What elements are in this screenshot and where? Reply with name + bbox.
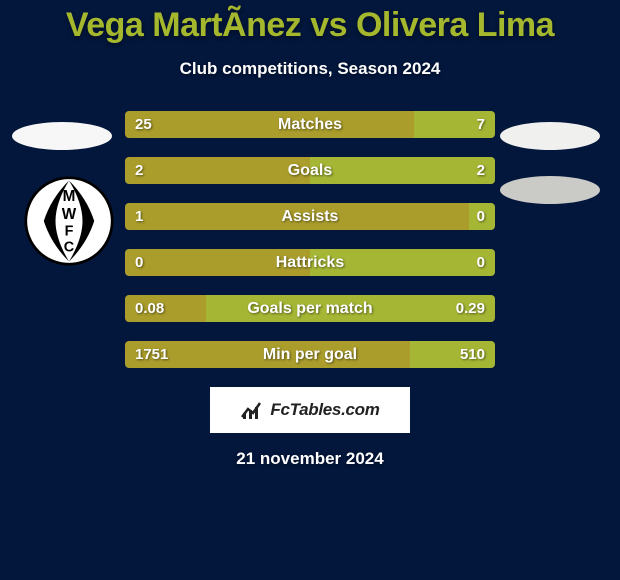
stat-left-bar: 2 [125,157,310,184]
stat-right-bar: 2 [310,157,495,184]
stat-left-value: 0 [125,254,153,271]
stat-right-bar: 7 [414,111,495,138]
stat-right-value: 0.29 [446,300,495,317]
svg-text:C: C [64,240,74,256]
subtitle: Club competitions, Season 2024 [0,59,620,79]
stat-left-value: 1751 [125,346,178,363]
page-title: Vega MartÃ­nez vs Olivera Lima [0,0,620,45]
stat-left-value: 0.08 [125,300,174,317]
svg-text:F: F [65,223,74,239]
stat-row-hattricks: 00Hattricks [125,249,495,276]
svg-text:W: W [62,206,77,223]
stat-right-value: 0 [467,254,495,271]
right-team-ellipse-2 [500,176,600,204]
brand-box: FcTables.com [210,387,410,433]
stat-right-value: 2 [467,162,495,179]
stat-right-bar: 0 [310,249,495,276]
comparison-content: M W F C 257Matches22Goals10Assists00Hatt… [0,111,620,469]
stat-right-bar: 0.29 [206,295,495,322]
stat-right-bar: 0 [469,203,495,230]
stat-right-value: 0 [467,208,495,225]
stat-left-bar: 0 [125,249,310,276]
stat-right-value: 510 [450,346,495,363]
club-badge: M W F C [24,176,114,266]
stat-left-bar: 25 [125,111,414,138]
stat-left-bar: 0.08 [125,295,206,322]
stat-bars: 257Matches22Goals10Assists00Hattricks0.0… [125,111,495,368]
stat-row-goals-per-match: 0.080.29Goals per match [125,295,495,322]
stat-left-value: 2 [125,162,153,179]
stat-row-matches: 257Matches [125,111,495,138]
stat-left-value: 1 [125,208,153,225]
right-team-ellipse [500,122,600,150]
stat-left-value: 25 [125,116,162,133]
stat-right-bar: 510 [410,341,495,368]
stat-right-value: 7 [467,116,495,133]
brand-text: FcTables.com [270,400,379,420]
stat-row-min-per-goal: 1751510Min per goal [125,341,495,368]
stat-left-bar: 1751 [125,341,410,368]
svg-text:M: M [63,188,76,205]
stat-row-goals: 22Goals [125,157,495,184]
stat-left-bar: 1 [125,203,469,230]
stat-row-assists: 10Assists [125,203,495,230]
date-text: 21 november 2024 [0,449,620,469]
left-team-ellipse [12,122,112,150]
